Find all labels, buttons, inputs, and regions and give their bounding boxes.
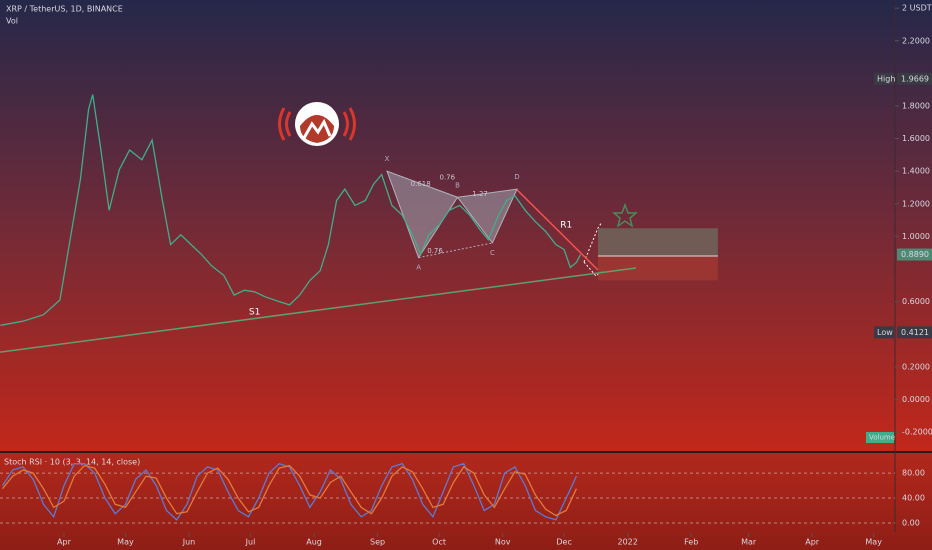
low-tag xyxy=(874,326,894,339)
high-box xyxy=(897,72,932,85)
x-tick-label: Mar xyxy=(741,538,757,547)
high-label: 1.9669 xyxy=(901,74,929,83)
y-tick-label: 0.0000 xyxy=(902,395,930,404)
x-tick-label: Nov xyxy=(495,538,511,547)
y-tick-label: 1.2000 xyxy=(902,199,930,208)
chart-title: XRP / TetherUS, 1D, BINANCE xyxy=(6,5,123,14)
x-tick-label: Aug xyxy=(306,538,322,547)
trendline-label: S1 xyxy=(249,308,260,318)
series-line xyxy=(1,462,577,521)
series-line xyxy=(0,94,582,326)
pattern-triangle xyxy=(456,188,518,244)
x-tick-label: Jun xyxy=(182,538,196,547)
x-tick-label: Sep xyxy=(370,538,385,547)
y-tick-label: 1.8000 xyxy=(902,101,930,110)
y-tick-label: 40.00 xyxy=(902,494,925,503)
pattern-ratio: 1.27 xyxy=(472,190,488,198)
x-tick-label: Apr xyxy=(805,538,820,547)
y-tick-label: 0.6000 xyxy=(902,297,930,306)
x-tick-label: Jul xyxy=(245,538,256,547)
y-tick-label: 2 USDT xyxy=(902,4,932,13)
x-tick-label: May xyxy=(117,538,134,547)
high-tag-label: High xyxy=(877,74,895,83)
y-tick-label: 1.4000 xyxy=(902,167,930,176)
trendline xyxy=(516,189,599,271)
projection xyxy=(583,221,603,263)
volume-tag xyxy=(866,432,894,443)
series-line xyxy=(1,464,577,517)
pattern-ratio: 0.618 xyxy=(411,180,431,188)
main-pane xyxy=(0,0,932,452)
y-tick-label: 1.0000 xyxy=(902,232,930,241)
chart-subtitle: Vol xyxy=(6,17,18,26)
zone xyxy=(597,228,718,256)
x-tick-label: May xyxy=(865,538,882,547)
x-tick-label: Dec xyxy=(556,538,571,547)
low-box xyxy=(897,326,932,339)
x-tick-label: 2022 xyxy=(618,538,638,547)
x-tick-label: Apr xyxy=(57,538,72,547)
star xyxy=(611,202,639,228)
pattern-point-label: A xyxy=(416,264,421,272)
pattern-ratio: 0.76 xyxy=(439,174,455,182)
y-tick-label: 80.00 xyxy=(902,469,925,478)
y-tick-label: 1.6000 xyxy=(902,134,930,143)
y-tick-label: 0.2000 xyxy=(902,362,930,371)
low-tag-label: Low xyxy=(877,328,893,337)
x-tick-label: Oct xyxy=(432,538,446,547)
pattern-point-label: B xyxy=(455,181,460,189)
low-label: 0.4121 xyxy=(901,328,929,337)
y-tick-label: -0.2000 xyxy=(902,428,932,437)
stoch-pane xyxy=(0,452,932,550)
stoch-title: Stoch RSI · 10 (3, 3, 14, 14, close) xyxy=(4,458,140,467)
high-tag xyxy=(874,72,894,85)
x-tick-label: Feb xyxy=(684,538,698,547)
logo xyxy=(278,102,356,146)
pattern-leg xyxy=(386,170,458,198)
trendline-label: R1 xyxy=(560,221,572,231)
pattern-ratio: 0.76 xyxy=(427,247,443,255)
zone xyxy=(597,255,718,281)
pattern-leg xyxy=(418,242,493,259)
y-tick-label: 2.2000 xyxy=(902,36,930,45)
pattern-point-label: C xyxy=(490,249,495,257)
volume-label: Volume xyxy=(869,434,895,442)
y-tick-label: 0.00 xyxy=(902,519,920,528)
last-price-box xyxy=(897,248,932,261)
pattern-point-label: X xyxy=(385,155,390,163)
trendline xyxy=(0,267,636,353)
last-price-label: 0.8890 xyxy=(901,250,929,259)
pattern-point-label: D xyxy=(514,173,519,181)
